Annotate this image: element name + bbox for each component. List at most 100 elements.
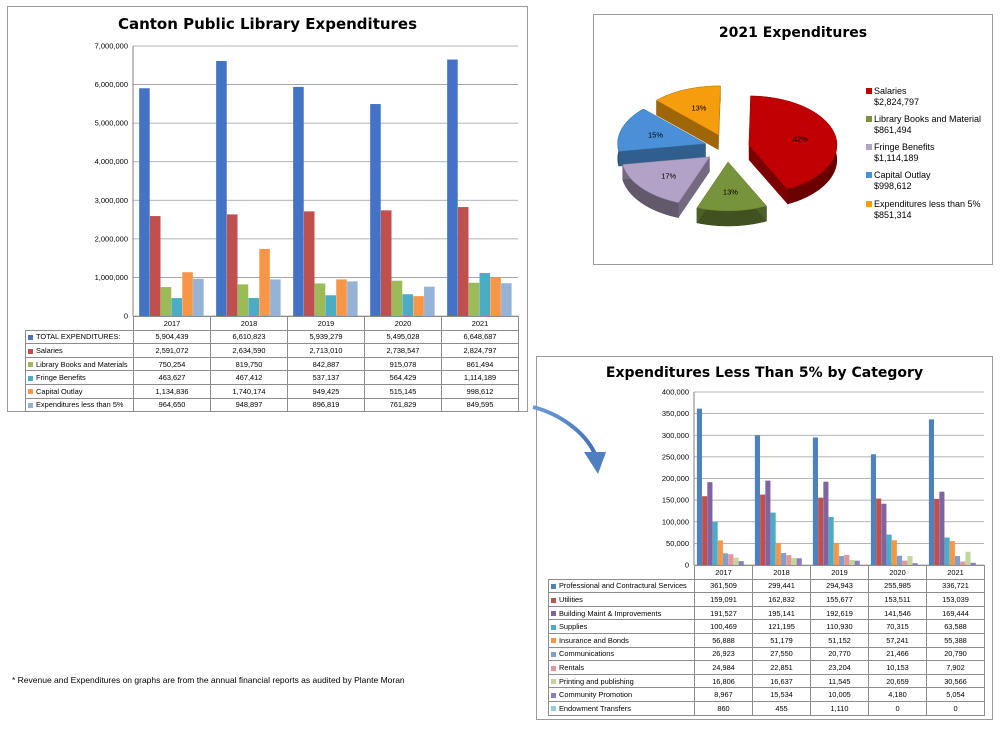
data-value: 20,770 bbox=[810, 646, 869, 662]
bar bbox=[912, 563, 918, 565]
y-tick-label: 100,000 bbox=[662, 517, 689, 526]
y-tick-label: 4,000,000 bbox=[95, 157, 128, 166]
series-swatch bbox=[28, 375, 33, 381]
category-label: 2019 bbox=[287, 316, 365, 331]
category-label: 2021 bbox=[926, 565, 985, 580]
pie-legend-item: Capital Outlay $998,612 bbox=[866, 170, 931, 192]
data-value: 2,713,010 bbox=[287, 343, 365, 358]
data-value: 915,078 bbox=[364, 356, 442, 372]
bar bbox=[770, 512, 776, 565]
category-label: 2020 bbox=[364, 316, 442, 331]
data-value: 8,967 bbox=[694, 687, 753, 702]
y-tick-label: 300,000 bbox=[662, 431, 689, 440]
table-row: Endowment Transfers 860 455 1,110 0 0 bbox=[548, 700, 985, 716]
bar bbox=[193, 278, 204, 316]
data-value: 141,546 bbox=[868, 605, 927, 621]
bar bbox=[928, 419, 935, 565]
data-value: 162,832 bbox=[752, 592, 811, 607]
series-swatch bbox=[28, 348, 33, 354]
data-value: 761,829 bbox=[364, 397, 442, 413]
pie-legend-item: Fringe Benefits $1,114,189 bbox=[866, 142, 935, 164]
bar bbox=[270, 279, 281, 316]
series-name: Library Books and Materials bbox=[36, 359, 128, 369]
bar bbox=[325, 295, 337, 316]
series-name: Building Maint & Improvements bbox=[559, 608, 662, 618]
data-value: 20,659 bbox=[868, 673, 927, 689]
data-value: 455 bbox=[752, 700, 811, 716]
bar bbox=[391, 280, 403, 316]
legend-label: Expenditures less than 5% bbox=[874, 199, 981, 209]
data-value: 23,204 bbox=[810, 660, 869, 675]
data-value: 100,469 bbox=[694, 619, 753, 634]
bar bbox=[881, 503, 887, 565]
series-label: Professional and Contractural Services bbox=[548, 578, 695, 594]
series-swatch bbox=[551, 679, 556, 685]
data-value: 361,509 bbox=[694, 578, 753, 594]
data-value: 964,650 bbox=[133, 397, 211, 413]
bar bbox=[902, 560, 908, 565]
table-row: Library Books and Materials 750,254 819,75… bbox=[25, 356, 519, 372]
series-swatch bbox=[551, 583, 556, 589]
data-value: 5,939,279 bbox=[287, 329, 365, 345]
legend-swatch bbox=[866, 201, 872, 207]
series-label: Communications bbox=[548, 646, 695, 662]
legend-label: Salaries bbox=[874, 86, 907, 96]
series-label: Endowment Transfers bbox=[548, 700, 695, 716]
bar bbox=[479, 273, 491, 316]
bar bbox=[413, 296, 424, 316]
data-value: 1,740,174 bbox=[210, 383, 288, 399]
data-value: 896,819 bbox=[287, 397, 365, 413]
series-swatch bbox=[28, 389, 33, 395]
bar bbox=[818, 497, 824, 565]
bar bbox=[501, 283, 512, 316]
data-value: 57,241 bbox=[868, 632, 927, 648]
data-value: 819,750 bbox=[210, 356, 288, 372]
main-chart-title: Canton Public Library Expenditures bbox=[117, 15, 418, 33]
y-tick-label: 5,000,000 bbox=[95, 119, 128, 128]
y-tick-label: 350,000 bbox=[662, 409, 689, 418]
series-name: Salaries bbox=[36, 345, 63, 355]
bar bbox=[160, 287, 172, 316]
y-tick-label: 250,000 bbox=[662, 452, 689, 461]
data-value: 2,634,590 bbox=[210, 343, 288, 358]
y-tick-label: 0 bbox=[124, 312, 128, 321]
table-row: Utilities 159,091 162,832 155,677 153,511 153… bbox=[548, 592, 985, 607]
series-swatch bbox=[28, 334, 33, 340]
legend-value: $861,494 bbox=[874, 125, 912, 135]
data-value: 16,637 bbox=[752, 673, 811, 689]
data-value: 5,054 bbox=[926, 687, 985, 702]
series-name: Capital Outlay bbox=[36, 386, 83, 396]
pie-chart-title: 2021 Expenditures bbox=[718, 25, 868, 41]
data-value: 467,412 bbox=[210, 370, 288, 385]
data-value: 2,824,797 bbox=[441, 343, 519, 358]
y-tick-label: 400,000 bbox=[662, 388, 689, 397]
y-tick-label: 200,000 bbox=[662, 474, 689, 483]
series-swatch bbox=[551, 706, 556, 712]
bar bbox=[380, 210, 392, 316]
series-label: Building Maint & Improvements bbox=[548, 605, 695, 621]
data-value: 51,179 bbox=[752, 632, 811, 648]
series-label: Fringe Benefits bbox=[25, 370, 134, 385]
bar bbox=[828, 517, 834, 565]
data-value: 750,254 bbox=[133, 356, 211, 372]
table-row: Building Maint & Improvements 191,527 195,… bbox=[548, 605, 985, 621]
data-value: 15,534 bbox=[752, 687, 811, 702]
data-value: 860 bbox=[694, 700, 753, 716]
series-label: Supplies bbox=[548, 619, 695, 634]
data-value: 842,887 bbox=[287, 356, 365, 372]
category-label: 2017 bbox=[133, 316, 211, 331]
series-label: Utilities bbox=[548, 592, 695, 607]
data-value: 4,180 bbox=[868, 687, 927, 702]
series-name: Professional and Contractural Services bbox=[559, 581, 687, 591]
bar bbox=[970, 562, 976, 565]
bar bbox=[402, 294, 414, 316]
bar bbox=[293, 86, 304, 317]
bar bbox=[259, 248, 270, 316]
series-label: Salaries bbox=[25, 343, 134, 358]
table-row: Rentals 24,984 22,851 23,204 10,153 7,902 bbox=[548, 660, 985, 675]
data-value: 7,902 bbox=[926, 660, 985, 675]
bar bbox=[447, 59, 458, 316]
series-name: Fringe Benefits bbox=[36, 373, 86, 383]
bar bbox=[347, 281, 358, 316]
bar bbox=[702, 496, 708, 565]
